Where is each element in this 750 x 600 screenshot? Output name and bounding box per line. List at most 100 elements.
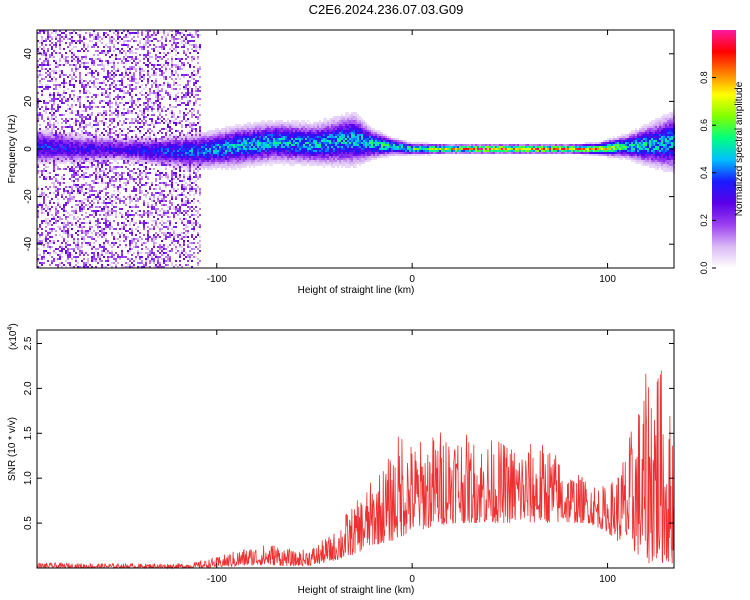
heatmap-cell xyxy=(71,60,73,62)
heatmap-cell xyxy=(171,110,173,112)
heatmap-cell xyxy=(51,230,53,232)
heatmap-cell xyxy=(165,248,167,250)
heatmap-cell xyxy=(175,30,177,32)
heatmap-cell xyxy=(135,204,137,206)
heatmap-cell xyxy=(135,234,137,236)
heatmap-cell xyxy=(67,186,69,188)
heatmap-cell xyxy=(49,228,51,230)
heatmap-cell xyxy=(185,162,187,164)
heatmap-cell xyxy=(143,124,145,126)
heatmap-cell xyxy=(109,48,111,50)
heatmap-cell xyxy=(127,56,129,58)
heatmap-cell xyxy=(171,62,173,64)
heatmap-cell xyxy=(117,150,119,152)
heatmap-cell xyxy=(41,194,43,196)
heatmap-cell xyxy=(215,144,217,146)
heatmap-cell xyxy=(61,150,63,152)
heatmap-cell xyxy=(159,64,161,66)
heatmap-cell xyxy=(37,172,39,174)
heatmap-cell xyxy=(83,162,85,164)
heatmap-cell xyxy=(137,32,139,34)
heatmap-cell xyxy=(113,262,115,264)
heatmap-cell xyxy=(51,134,53,136)
heatmap-cell xyxy=(43,40,45,42)
heatmap-cell xyxy=(81,56,83,58)
heatmap-cell xyxy=(195,44,197,46)
heatmap-cell xyxy=(187,244,189,246)
heatmap-cell xyxy=(93,148,95,150)
heatmap-cell xyxy=(47,80,49,82)
heatmap-cell xyxy=(63,152,65,154)
heatmap-cell xyxy=(175,94,177,96)
heatmap-cell xyxy=(43,212,45,214)
heatmap-cell xyxy=(161,148,163,150)
heatmap-cell xyxy=(47,160,49,162)
heatmap-cell xyxy=(191,164,193,166)
heatmap-cell xyxy=(47,238,49,240)
heatmap-cell xyxy=(75,66,77,68)
heatmap-cell xyxy=(123,188,125,190)
heatmap-cell xyxy=(149,106,151,108)
heatmap-cell xyxy=(169,258,171,260)
heatmap-cell xyxy=(143,56,145,58)
heatmap-cell xyxy=(211,150,213,152)
heatmap-cell xyxy=(177,178,179,180)
heatmap-cell xyxy=(61,246,63,248)
heatmap-cell xyxy=(193,114,195,116)
heatmap-cell xyxy=(117,32,119,34)
heatmap-cell xyxy=(63,140,65,142)
heatmap-cell xyxy=(75,212,77,214)
heatmap-cell xyxy=(181,188,183,190)
heatmap-cell xyxy=(151,56,153,58)
heatmap-cell xyxy=(143,54,145,56)
heatmap-cell xyxy=(115,242,117,244)
heatmap-cell xyxy=(47,148,49,150)
heatmap-cell xyxy=(111,152,113,154)
heatmap-cell xyxy=(177,84,179,86)
heatmap-cell xyxy=(197,142,199,144)
heatmap-cell xyxy=(43,136,45,138)
heatmap-cell xyxy=(65,226,67,228)
heatmap-cell xyxy=(121,72,123,74)
heatmap-cell xyxy=(137,120,139,122)
heatmap-cell xyxy=(171,30,173,32)
heatmap-cell xyxy=(173,152,175,154)
heatmap-cell xyxy=(111,184,113,186)
heatmap-cell xyxy=(89,242,91,244)
heatmap-cell xyxy=(125,34,127,36)
heatmap-cell xyxy=(49,76,51,78)
heatmap-cell xyxy=(161,44,163,46)
heatmap-cell xyxy=(179,100,181,102)
heatmap-cell xyxy=(207,166,209,168)
heatmap-cell xyxy=(113,190,115,192)
heatmap-cell xyxy=(189,184,191,186)
heatmap-cell xyxy=(73,172,75,174)
heatmap-cell xyxy=(155,58,157,60)
heatmap-cell xyxy=(53,118,55,120)
heatmap-cell xyxy=(139,172,141,174)
heatmap-cell xyxy=(77,128,79,130)
heatmap-cell xyxy=(185,94,187,96)
heatmap-cell xyxy=(147,256,149,258)
heatmap-cell xyxy=(117,114,119,116)
heatmap-cell xyxy=(151,140,153,142)
heatmap-cell xyxy=(169,104,171,106)
heatmap-cell xyxy=(115,238,117,240)
heatmap-cell xyxy=(41,118,43,120)
heatmap-cell xyxy=(127,30,129,32)
heatmap-cell xyxy=(115,144,117,146)
heatmap-cell xyxy=(187,210,189,212)
spectrogram-heatmap xyxy=(37,30,675,268)
heatmap-cell xyxy=(143,78,145,80)
heatmap-cell xyxy=(167,150,169,152)
heatmap-cell xyxy=(67,132,69,134)
heatmap-cell xyxy=(45,146,47,148)
heatmap-cell xyxy=(177,146,179,148)
heatmap-cell xyxy=(99,150,101,152)
heatmap-cell xyxy=(95,248,97,250)
heatmap-cell xyxy=(149,228,151,230)
heatmap-cell xyxy=(119,140,121,142)
heatmap-cell xyxy=(65,52,67,54)
heatmap-cell xyxy=(53,182,55,184)
heatmap-cell xyxy=(205,160,207,162)
